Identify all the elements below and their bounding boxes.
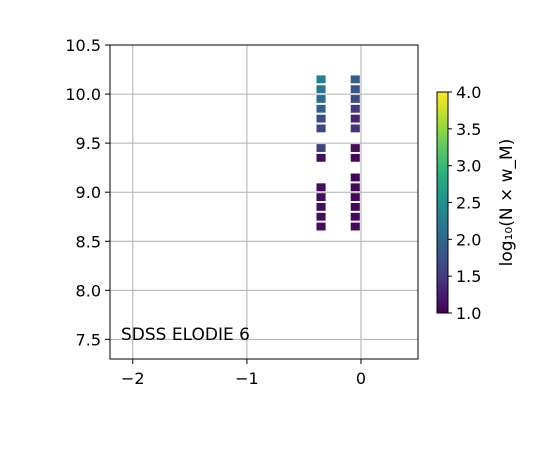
colorbar-ticks: 1.0 1.5 2.0 2.5 3.0 3.5 4.0 bbox=[448, 83, 481, 323]
colorbar-tick-label: 3.5 bbox=[456, 120, 481, 139]
heatmap-cell-4 bbox=[316, 114, 326, 123]
heatmap-cell-22 bbox=[350, 183, 360, 192]
heatmap-cell-2 bbox=[316, 95, 326, 103]
colorbar-tick-label: 3.0 bbox=[456, 157, 481, 176]
colorbar-label: log₁₀(N × w_M) bbox=[497, 139, 517, 267]
y-tick-label: 10.5 bbox=[65, 36, 101, 55]
heatmap-cell-17 bbox=[350, 114, 360, 123]
heatmap-cell-14 bbox=[350, 85, 360, 94]
heatmap-cell-20 bbox=[350, 153, 360, 162]
axis-ticks: −2 −1 0 7.5 8.0 8.5 9.0 9.5 10.0 10.5 bbox=[65, 36, 366, 388]
heatmap-cell-19 bbox=[350, 144, 360, 152]
plot-frame bbox=[109, 44, 419, 360]
heatmap-cell-6 bbox=[316, 144, 326, 152]
heatmap-cell-9 bbox=[316, 193, 326, 202]
y-tick-label: 8.0 bbox=[76, 281, 101, 300]
y-tick-label: 9.5 bbox=[76, 134, 101, 153]
x-tick-label: −2 bbox=[121, 369, 145, 388]
heatmap-cell-18 bbox=[350, 124, 360, 133]
heatmap-cells bbox=[316, 75, 360, 231]
y-tick-label: 9.0 bbox=[76, 183, 101, 202]
heatmap-cell-1 bbox=[316, 85, 326, 94]
heatmap-cell-21 bbox=[350, 173, 360, 182]
y-tick-label: 7.5 bbox=[76, 330, 101, 349]
heatmap-cell-26 bbox=[350, 222, 360, 231]
colorbar-tick-label: 2.0 bbox=[456, 230, 481, 249]
x-tick-label: −1 bbox=[235, 369, 259, 388]
colorbar-tick-label: 4.0 bbox=[456, 83, 481, 102]
heatmap-cell-13 bbox=[350, 75, 360, 84]
heatmap-cell-15 bbox=[350, 95, 360, 103]
heatmap-cell-16 bbox=[350, 104, 360, 113]
chart-annotation: SDSS ELODIE 6 bbox=[121, 325, 250, 345]
colorbar-tick-label: 1.0 bbox=[456, 304, 481, 323]
heatmap-cell-11 bbox=[316, 212, 326, 221]
heatmap-cell-7 bbox=[316, 153, 326, 162]
heatmap-cell-0 bbox=[316, 75, 326, 84]
y-tick-label: 8.5 bbox=[76, 232, 101, 251]
heatmap-cell-5 bbox=[316, 124, 326, 133]
heatmap-cell-10 bbox=[316, 202, 326, 211]
heatmap-cell-3 bbox=[316, 104, 326, 113]
colorbar-tick-label: 2.5 bbox=[456, 194, 481, 213]
grid-lines bbox=[110, 44, 418, 359]
heatmap-cell-24 bbox=[350, 202, 360, 211]
x-tick-label: 0 bbox=[356, 369, 366, 388]
heatmap-cell-12 bbox=[316, 222, 326, 231]
y-tick-label: 10.0 bbox=[65, 85, 101, 104]
heatmap-cell-25 bbox=[350, 212, 360, 221]
colorbar-tick-label: 1.5 bbox=[456, 267, 481, 286]
heatmap-cell-8 bbox=[316, 183, 326, 192]
colorbar bbox=[436, 91, 449, 314]
heatmap-cell-23 bbox=[350, 193, 360, 202]
